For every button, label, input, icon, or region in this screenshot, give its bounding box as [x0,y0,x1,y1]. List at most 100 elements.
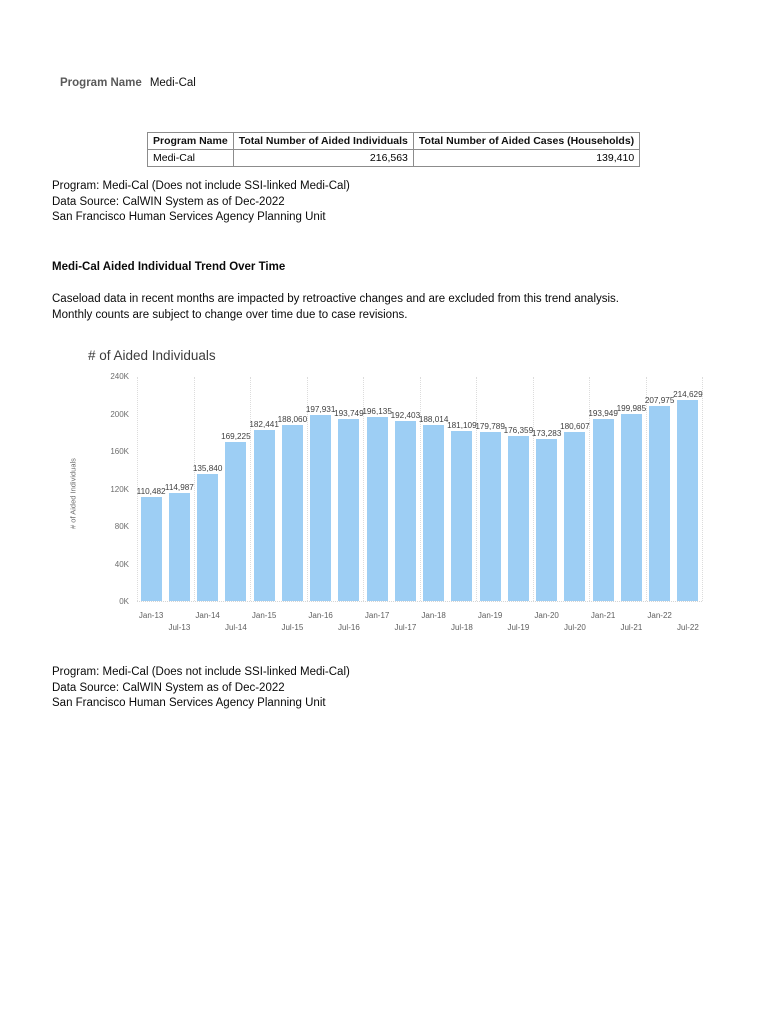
bar-chart-plot-area: 110,482 114,987 135,840 169,225 182,441 188,0… [136,377,703,602]
bar-value-label: 214,629 [673,389,703,399]
x-tick-label: Jul-13 [168,623,191,632]
bar-value-label: 207,975 [644,396,675,406]
x-tick-label: Jan-13 [138,611,164,620]
bar-value-label: 179,789 [475,422,505,432]
source-note-line: San Francisco Human Services Agency Plan… [52,211,326,223]
bar-value-label: 181,109 [447,421,477,431]
cell-aided-cases: 139,410 [412,149,641,167]
y-tick-label: 0K [119,597,129,606]
x-tick-label: Jan-18 [421,611,446,620]
section-note-line: Monthly counts are subject to change ove… [52,308,408,321]
bar-value-label: 169,225 [221,432,251,442]
section-heading: Medi-Cal Aided Individual Trend Over Tim… [52,261,286,273]
bar-Jul-21 [620,413,642,601]
source-note-line: Program: Medi-Cal (Does not include SSI-… [52,180,350,192]
year-gridline [702,377,703,601]
bar-Jul-16 [338,419,360,601]
bar-Jul-19 [507,435,529,601]
bar-value-label: 182,441 [249,419,279,429]
x-tick-label: Jul-21 [620,623,643,632]
x-tick-label: Jul-14 [224,623,247,632]
x-tick-label: Jul-22 [676,623,699,632]
bar-Jul-17 [394,420,416,601]
bar-Jul-22 [677,399,699,601]
year-gridline [645,377,647,601]
bar-value-label: 135,840 [192,463,223,473]
year-gridline [137,377,138,601]
x-tick-label: Jul-15 [281,623,304,632]
bar-Jul-14 [225,442,247,601]
year-gridline [363,377,364,601]
year-gridline [306,377,308,601]
source-note-line: Program: Medi-Cal (Does not include SSI-… [52,666,350,678]
summary-table: Program Name Total Number of Aided Indiv… [147,132,641,167]
bar-Jan-17 [366,417,388,601]
year-gridline [419,377,421,601]
source-note-line: San Francisco Human Services Agency Plan… [52,697,326,709]
x-tick-label: Jul-18 [450,623,473,632]
col-header-aided-cases: Total Number of Aided Cases (Households) [412,132,641,150]
bar-Jan-13 [140,497,162,601]
bar-value-label: 176,359 [503,425,534,435]
bar-Jul-18 [451,431,473,601]
bar-value-label: 173,283 [531,428,562,438]
bar-value-label: 199,985 [616,403,647,413]
y-tick-label: 40K [114,559,129,569]
year-gridline [250,377,251,601]
program-name-value: Medi-Cal [149,77,196,89]
bar-value-label: 193,749 [334,409,364,419]
x-tick-label: Jan-22 [647,611,672,620]
bar-Jul-20 [564,431,586,601]
source-note-top: Program: Medi-Cal (Does not include SSI-… [52,179,350,226]
x-tick-label: Jan-19 [477,611,503,620]
source-note-line: Data Source: CalWIN System as of Dec-202… [52,195,285,208]
x-axis-labels: Jan-13 Jul-13 Jan-14 Jul-14 Jan-15 Jul-15 Jan-… [137,607,702,639]
x-tick-label: Jan-15 [251,611,277,620]
bar-Jan-14 [197,473,219,601]
x-tick-label: Jul-17 [394,623,417,632]
y-tick-label: 160K [110,447,129,456]
program-name-label: Program Name [60,77,142,89]
bar-Jul-15 [281,424,303,601]
y-tick-label: 120K [110,484,129,494]
bar-Jan-20 [536,438,558,601]
x-tick-label: Jul-16 [337,623,360,632]
bar-value-label: 114,987 [164,483,194,493]
bar-Jan-21 [592,419,614,601]
bar-value-label: 196,135 [362,407,392,417]
y-tick-label: 80K [114,522,129,531]
x-tick-label: Jan-16 [308,611,333,620]
section-note-line: Caseload data in recent months are impac… [52,293,620,305]
bar-value-label: 193,949 [588,409,618,419]
bar-value-label: 110,482 [136,487,166,497]
x-tick-label: Jul-19 [507,623,530,632]
y-tick-label: 240K [110,372,129,381]
cell-program-name: Medi-Cal [147,149,234,167]
x-tick-label: Jan-20 [534,611,559,620]
x-tick-label: Jan-14 [195,611,220,620]
year-gridline [476,377,477,601]
year-gridline [589,377,590,601]
bar-Jan-22 [649,406,671,601]
bar-Jan-15 [253,429,275,601]
source-note-line: Data Source: CalWIN System as of Dec-202… [52,681,285,694]
cell-aided-individuals: 216,563 [232,149,414,167]
bar-Jul-13 [168,493,190,601]
bar-value-label: 192,403 [390,410,421,420]
bar-Jan-18 [423,424,445,601]
y-axis-label: # of Aided Individuals [68,458,78,529]
x-tick-label: Jan-17 [364,611,390,620]
year-gridline [193,377,195,601]
x-tick-label: Jan-21 [590,611,616,620]
bar-value-label: 188,060 [277,414,308,424]
table-header-row: Program Name Total Number of Aided Indiv… [147,132,641,150]
col-header-aided-individuals: Total Number of Aided Individuals [232,132,414,150]
section-note: Caseload data in recent months are impac… [52,292,752,323]
bar-value-label: 197,931 [305,405,336,415]
y-axis-ticks: 0K 40K 80K 120K 160K 200K 240K [90,372,133,606]
bar-Jan-19 [479,432,501,601]
source-note-bottom: Program: Medi-Cal (Does not include SSI-… [52,665,350,712]
table-row: Medi-Cal 216,563 139,410 [147,149,641,167]
chart-title: # of Aided Individuals [88,348,216,363]
